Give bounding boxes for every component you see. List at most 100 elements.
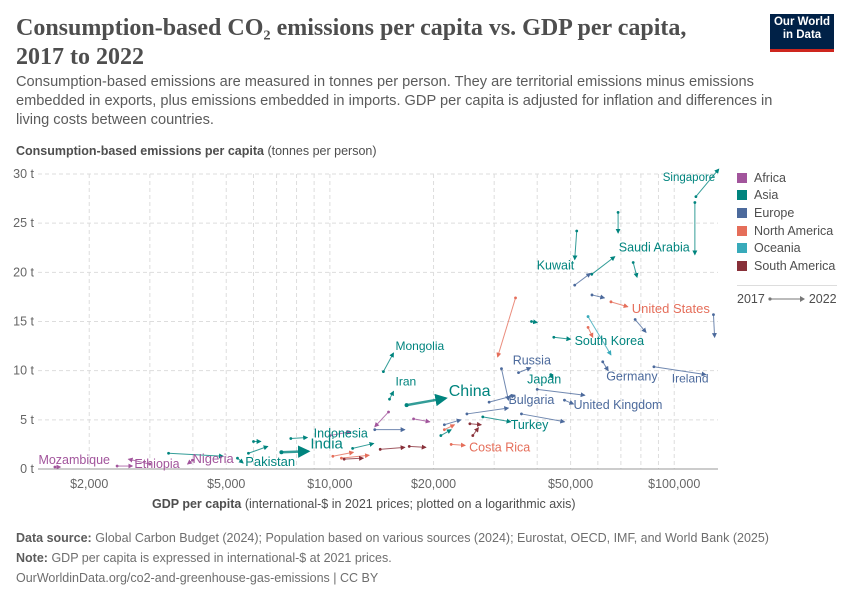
- x-axis-label: GDP per capita (international-$ in 2021 …: [152, 497, 576, 511]
- arrow-country: [328, 429, 352, 437]
- trend-line: [237, 457, 244, 464]
- legend-swatch: [737, 225, 747, 236]
- y-tick-label: 0 t: [20, 462, 34, 476]
- country-label: Turkey: [511, 418, 549, 432]
- arrow-country: [412, 417, 431, 424]
- trend-line: [531, 319, 539, 325]
- arrow-iran: [388, 390, 394, 401]
- arrow-germany: [601, 360, 609, 372]
- arrow-country: [468, 421, 483, 427]
- footer: Data source: Global Carbon Budget (2024)…: [16, 528, 769, 588]
- country-label: Costa Rica: [469, 440, 530, 454]
- data-source: Data source: Global Carbon Budget (2024)…: [16, 528, 769, 548]
- trend-line: [352, 441, 375, 449]
- legend: Africa Asia Europe North America Oceania Sout…: [737, 169, 837, 306]
- country-label: India: [310, 435, 343, 452]
- legend-swatch: [737, 243, 747, 254]
- arrow-country: [247, 445, 269, 455]
- arrow-indonesia: [351, 441, 375, 450]
- legend-label: Africa: [754, 170, 786, 185]
- arrow-country: [439, 429, 452, 437]
- arrow-country: [535, 387, 586, 398]
- y-tick-label: 25 t: [13, 216, 34, 230]
- arrow-country: [590, 293, 606, 300]
- y-tick-label: 15 t: [13, 315, 34, 329]
- trend-line: [444, 418, 462, 426]
- arrow-country: [407, 444, 427, 450]
- x-axis-label-bold: GDP per capita: [152, 497, 242, 511]
- logo-line-2: in Data: [782, 29, 822, 41]
- arrow-country: [487, 393, 516, 404]
- trend-line: [127, 457, 150, 465]
- arrow-country: [465, 406, 510, 416]
- legend-label: Asia: [754, 188, 779, 203]
- legend-swatch: [737, 260, 747, 271]
- trend-line: [380, 445, 406, 451]
- logo-line-1: Our World: [773, 16, 830, 28]
- trend-line: [653, 366, 707, 377]
- arrow-country: [573, 272, 592, 287]
- arrow-ethiopia: [115, 463, 134, 469]
- country-label: Russia: [513, 354, 551, 368]
- legend-item-africa[interactable]: Africa: [737, 169, 837, 187]
- y-axis-label-unit: (tonnes per person): [263, 144, 377, 158]
- country-label: Pakistan: [245, 454, 295, 469]
- source-text: Global Carbon Budget (2024); Population …: [95, 531, 769, 545]
- trend-line: [587, 327, 594, 338]
- legend-swatch: [737, 190, 747, 201]
- y-axis-label: Consumption-based emissions per capita (…: [16, 144, 377, 158]
- trend-line: [574, 272, 592, 286]
- x-tick-label: $5,000: [207, 477, 245, 491]
- source-label: Data source:: [16, 531, 92, 545]
- x-tick-label: $2,000: [70, 477, 108, 491]
- legend-item-south-america[interactable]: South America: [737, 257, 837, 275]
- arrow-country: [520, 412, 566, 424]
- country-label: Singapore: [663, 172, 715, 184]
- trend-line: [382, 352, 394, 372]
- arrow-costa-rica: [449, 442, 466, 448]
- trend-line: [500, 368, 510, 401]
- x-axis-label-unit: (international-$ in 2021 prices; plotted…: [241, 497, 576, 511]
- source-url[interactable]: OurWorldinData.org/co2-and-greenhouse-ga…: [16, 571, 379, 585]
- y-tick-label: 5 t: [20, 413, 34, 427]
- arrow-pakistan: [236, 456, 244, 464]
- legend-label: Europe: [754, 205, 795, 220]
- arrow-mozambique: [53, 464, 62, 470]
- country-label: Nigeria: [193, 451, 235, 466]
- legend-item-north-america[interactable]: North America: [737, 222, 837, 240]
- arrow-country: [342, 455, 365, 461]
- country-label: Ireland: [672, 372, 709, 386]
- trend-line: [466, 406, 510, 415]
- data-marks: [53, 168, 720, 470]
- x-tick-label: $10,000: [307, 477, 352, 491]
- arrow-saudi-arabia: [590, 256, 616, 276]
- legend-item-europe[interactable]: Europe: [737, 204, 837, 222]
- legend-item-oceania[interactable]: Oceania: [737, 239, 837, 257]
- arrow-country: [586, 326, 594, 338]
- legend-item-asia[interactable]: Asia: [737, 187, 837, 205]
- country-label: Iran: [395, 374, 416, 388]
- trend-line: [521, 413, 566, 424]
- owid-logo[interactable]: Our World in Data: [770, 14, 834, 52]
- arrow-united-kingdom: [563, 398, 575, 405]
- trend-line: [341, 453, 370, 459]
- trend-line: [537, 388, 586, 398]
- legend-swatch: [737, 172, 747, 183]
- axis-ticks: 0 t 5 t 10 t 15 t 20 t 25 t 30 t $2,000 $5,000 $1…: [13, 167, 700, 491]
- arrow-right-icon: [768, 295, 805, 302]
- trend-line: [572, 230, 578, 261]
- legend-label: South America: [754, 258, 836, 273]
- trend-line: [413, 418, 431, 424]
- country-label: United Kingdom: [574, 398, 663, 412]
- country-label: Bulgaria: [508, 393, 554, 407]
- arrow-country: [374, 410, 390, 428]
- legend-time-range: 2017 2022: [737, 292, 837, 306]
- arrow-country: [331, 450, 355, 458]
- note-label: Note:: [16, 551, 48, 565]
- trend-line: [518, 366, 532, 374]
- trend-line: [632, 262, 639, 279]
- arrow-country: [442, 418, 462, 427]
- arrow-country: [340, 453, 370, 460]
- y-tick-label: 20 t: [13, 265, 34, 279]
